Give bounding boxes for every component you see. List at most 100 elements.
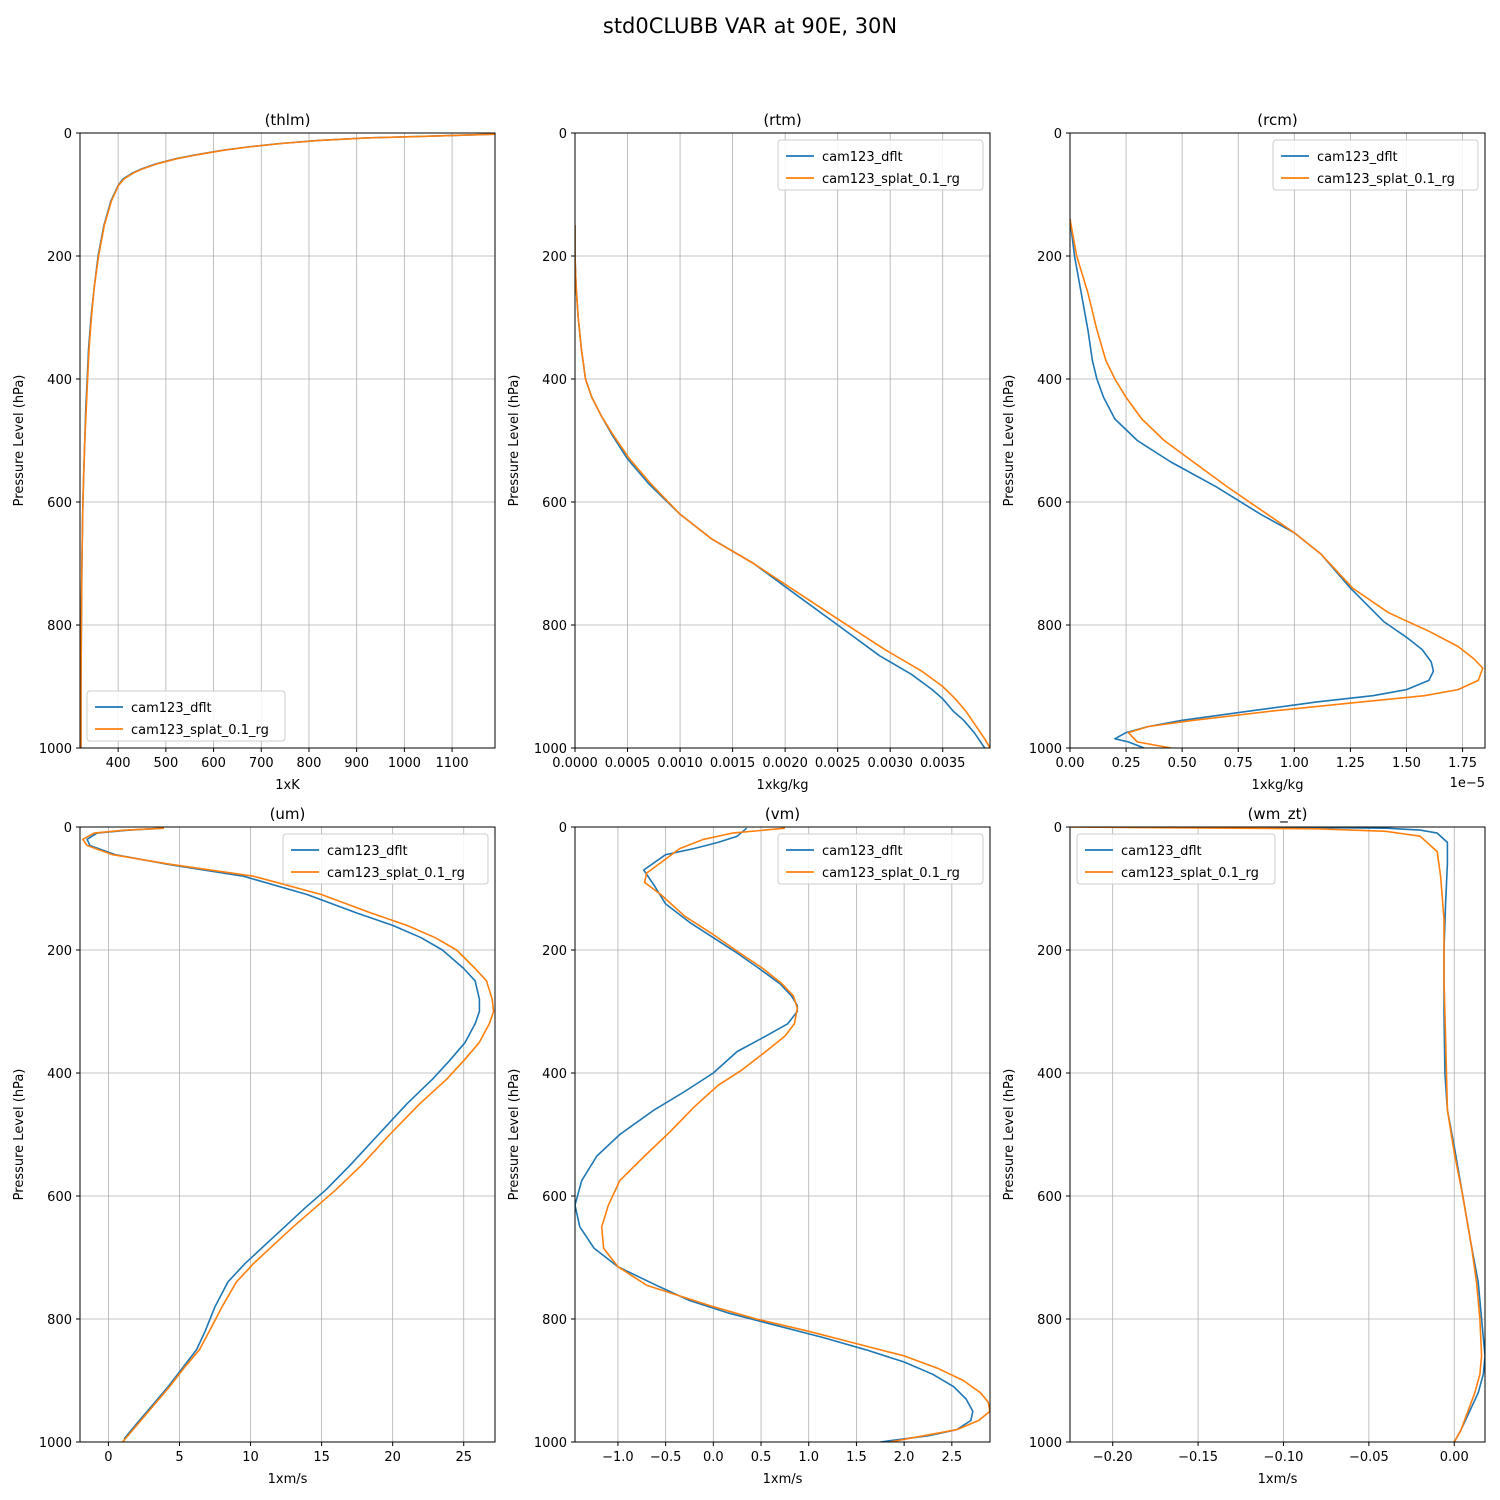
y-tick-label: 800 [47,1313,72,1328]
x-tick-label: −0.20 [1093,1450,1133,1465]
subplot-title: (thlm) [265,111,311,129]
legend-box [777,833,984,885]
subplot-title: (rtm) [763,111,801,129]
x-tick-label: 0.0 [703,1450,724,1465]
x-tick-label: 1.00 [1280,756,1309,771]
legend-label-0: cam123_dflt [327,844,408,859]
legend: cam123_dflt cam123_splat_0.1_rg [777,833,984,885]
x-tick-label: 0.0000 [552,756,598,771]
y-tick-label: 800 [542,619,567,634]
y-tick-label: 600 [542,496,567,511]
y-axis-label: Pressure Level (hPa) [12,1069,27,1201]
series-line-1 [80,133,495,748]
y-tick-label: 0 [1054,127,1062,142]
x-tick-label: 0.5 [751,1450,772,1465]
y-tick-label: 400 [542,1067,567,1082]
axes-frame [1069,132,1486,749]
x-tick-label: 1.50 [1392,756,1421,771]
y-tick-label: 200 [47,250,72,265]
series-line-0 [86,827,481,1440]
legend-label-1: cam123_splat_0.1_rg [131,723,269,738]
y-tick-label: 200 [542,250,567,265]
legend-label-0: cam123_dflt [822,844,903,859]
x-tick-label: −1.0 [602,1450,634,1465]
y-tick-label: 800 [1037,1313,1062,1328]
legend: cam123_dflt cam123_splat_0.1_rg [1076,833,1276,885]
y-tick-label: 200 [1037,250,1062,265]
y-tick-label: 400 [542,373,567,388]
x-tick-label: 1.0 [798,1450,819,1465]
axes-frame [574,132,991,749]
subplot-title: (rcm) [1257,111,1297,129]
y-tick-label: 400 [1037,1067,1062,1082]
legend-label-1: cam123_splat_0.1_rg [1317,172,1455,187]
legend-label-1: cam123_splat_0.1_rg [822,172,960,187]
series-line-0 [575,225,986,748]
subplot-1: 0.0000 0.0005 0.0010 0.0015 0.0020 0.0025 0.00… [507,111,991,793]
y-tick-label: 800 [47,619,72,634]
y-tick-label: 800 [542,1313,567,1328]
axes-frame [574,826,991,1443]
y-axis-label: Pressure Level (hPa) [1002,1069,1017,1201]
legend-label-1: cam123_splat_0.1_rg [822,866,960,881]
subplot-title: (vm) [765,805,800,823]
y-tick-label: 400 [1037,373,1062,388]
x-tick-label: −0.15 [1178,1450,1218,1465]
y-axis-label: Pressure Level (hPa) [507,1069,522,1201]
series-line-1 [1070,218,1484,748]
legend: cam123_dflt cam123_splat_0.1_rg [777,139,984,191]
x-tick-label: 800 [297,756,322,771]
legend-box [282,833,489,885]
y-tick-label: 200 [1037,944,1062,959]
y-tick-label: 1000 [534,742,567,757]
y-tick-label: 1000 [39,1436,72,1451]
legend: cam123_dflt cam123_splat_0.1_rg [86,690,286,742]
series-line-1 [600,827,990,1442]
x-tick-label: 0.00 [1056,756,1085,771]
series-line-0 [80,133,495,748]
y-tick-label: 1000 [534,1436,567,1451]
subplot-title: (um) [270,805,306,823]
x-tick-label: 0.0020 [762,756,808,771]
y-tick-label: 0 [559,821,567,836]
x-tick-label: 900 [344,756,369,771]
x-tick-label: 20 [384,1450,401,1465]
subplot-4: −1.0 −0.5 0.0 0.5 1.0 1.5 2.0 2.5 0 200 400 600 800 1… [507,805,991,1487]
x-tick-label: 2.0 [894,1450,915,1465]
legend-label-0: cam123_dflt [822,150,903,165]
x-tick-label: 0.0010 [657,756,703,771]
x-tick-label: 0.0025 [815,756,861,771]
x-offset-label: 1e−5 [1450,776,1485,791]
y-tick-label: 1000 [39,742,72,757]
x-tick-label: 500 [153,756,178,771]
y-tick-label: 600 [47,1190,72,1205]
x-tick-label: 1.5 [846,1450,867,1465]
subplot-title: (wm_zt) [1248,805,1308,824]
subplot-5: −0.20 −0.15 −0.10 −0.05 0.00 0 200 400 600 800 100… [1002,805,1486,1487]
x-axis-label: 1xm/s [268,1472,308,1487]
x-tick-label: 5 [175,1450,183,1465]
x-tick-label: 700 [249,756,274,771]
x-axis-label: 1xkg/kg [757,778,809,793]
figure-title: std0CLUBB VAR at 90E, 30N [602,14,898,38]
y-tick-label: 600 [542,1190,567,1205]
subplot-2: 0.00 0.25 0.50 0.75 1.00 1.25 1.50 1.75 0 200 400 6… [1002,111,1486,793]
legend-box [86,690,286,742]
y-axis-label: Pressure Level (hPa) [1002,375,1017,507]
subplot-3: 0 5 10 15 20 25 0 200 400 600 800 1000 (um) 1xm/s Pres… [12,805,496,1487]
x-axis-label: 1xK [275,778,300,793]
series-line-0 [575,827,974,1442]
axes-frame [79,132,496,749]
y-tick-label: 1000 [1029,1436,1062,1451]
legend-box [1272,139,1479,191]
x-tick-label: 0.0015 [710,756,756,771]
x-axis-label: 1xm/s [1258,1472,1298,1487]
x-tick-label: 1.25 [1336,756,1365,771]
x-axis-label: 1xm/s [763,1472,803,1487]
x-tick-label: 25 [455,1450,472,1465]
y-tick-label: 200 [47,944,72,959]
x-tick-label: 600 [201,756,226,771]
axes-frame [79,826,496,1443]
x-tick-label: 0.0030 [867,756,913,771]
y-axis-label: Pressure Level (hPa) [12,375,27,507]
